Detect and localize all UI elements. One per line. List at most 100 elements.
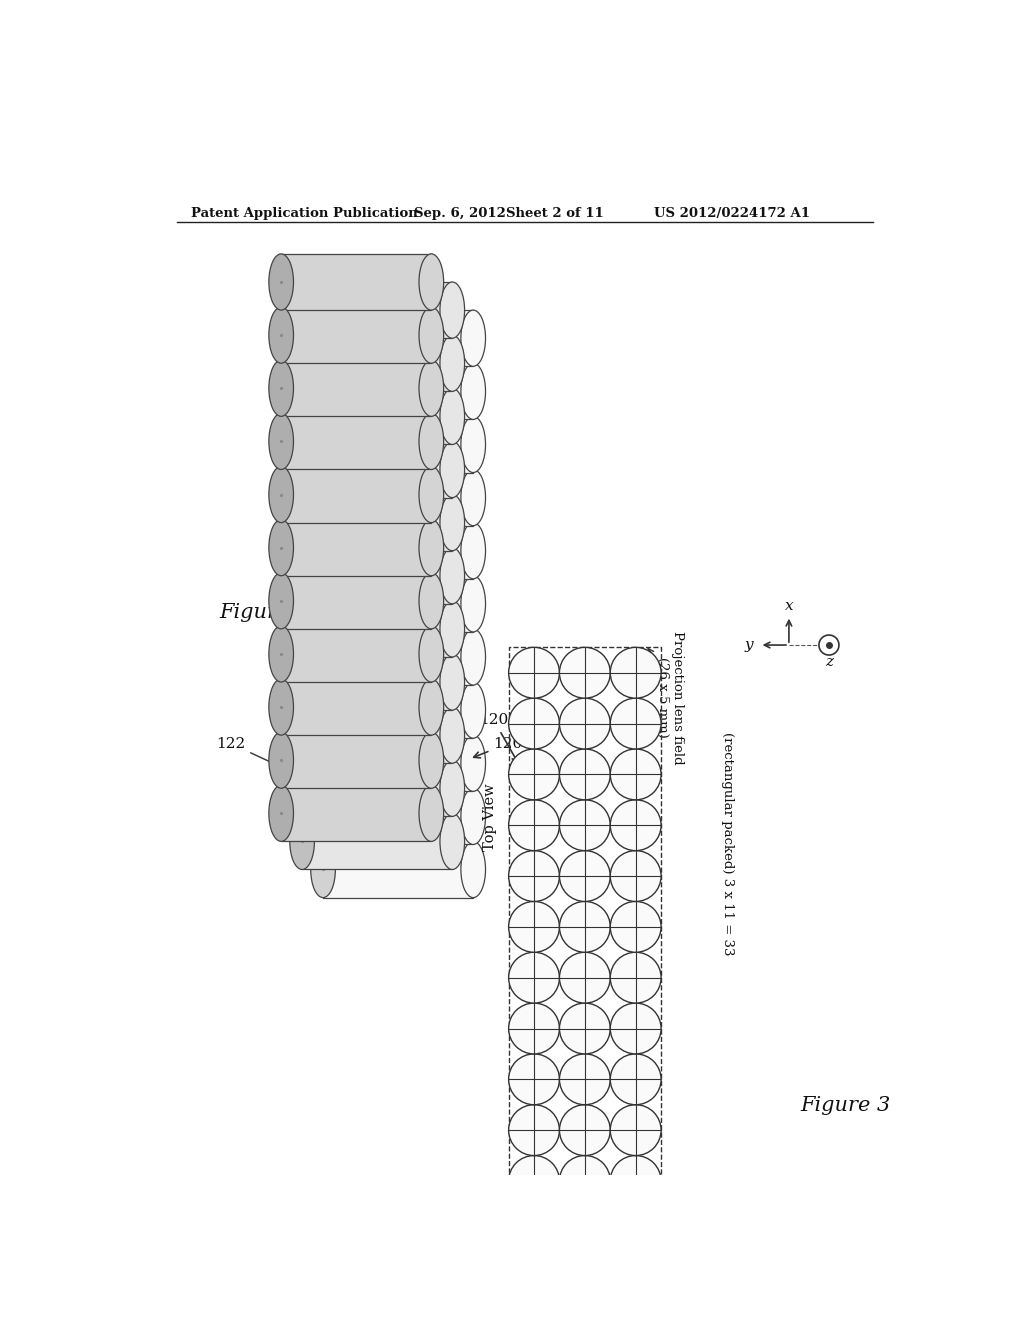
Circle shape <box>610 850 662 902</box>
Bar <box>302 441 453 498</box>
Ellipse shape <box>419 733 443 788</box>
Text: 120: 120 <box>479 714 518 763</box>
Ellipse shape <box>310 628 336 685</box>
Ellipse shape <box>269 308 294 363</box>
Circle shape <box>509 1155 559 1206</box>
Bar <box>282 253 431 310</box>
Bar <box>282 785 431 841</box>
Ellipse shape <box>419 466 443 523</box>
Ellipse shape <box>290 388 314 445</box>
Ellipse shape <box>419 308 443 363</box>
Text: 120: 120 <box>295 413 366 457</box>
Ellipse shape <box>461 735 485 792</box>
Ellipse shape <box>310 523 336 579</box>
Ellipse shape <box>290 760 314 816</box>
Ellipse shape <box>461 576 485 632</box>
Bar <box>282 626 431 682</box>
Circle shape <box>559 1053 610 1105</box>
Ellipse shape <box>440 441 465 498</box>
Bar <box>302 388 453 445</box>
Ellipse shape <box>419 785 443 841</box>
Ellipse shape <box>440 495 465 550</box>
Bar <box>302 548 453 603</box>
Ellipse shape <box>440 601 465 657</box>
Ellipse shape <box>269 520 294 576</box>
Bar <box>323 310 473 367</box>
Bar <box>323 363 473 420</box>
Ellipse shape <box>269 466 294 523</box>
Ellipse shape <box>310 416 336 473</box>
Circle shape <box>559 647 610 698</box>
Circle shape <box>509 748 559 800</box>
Text: Patent Application Publication: Patent Application Publication <box>190 207 418 220</box>
Ellipse shape <box>440 335 465 391</box>
Bar <box>282 413 431 470</box>
Circle shape <box>559 1003 610 1053</box>
Bar <box>302 282 453 338</box>
Circle shape <box>509 800 559 850</box>
Ellipse shape <box>440 760 465 816</box>
Circle shape <box>610 1053 662 1105</box>
Ellipse shape <box>290 335 314 391</box>
Bar <box>323 416 473 473</box>
Bar <box>323 523 473 579</box>
Circle shape <box>610 1003 662 1053</box>
Circle shape <box>559 952 610 1003</box>
Ellipse shape <box>440 813 465 870</box>
Bar <box>282 520 431 576</box>
Circle shape <box>509 902 559 952</box>
Ellipse shape <box>310 788 336 845</box>
Bar <box>282 573 431 628</box>
Text: Sheet 2 of 11: Sheet 2 of 11 <box>506 207 604 220</box>
Circle shape <box>509 698 559 748</box>
Ellipse shape <box>269 360 294 416</box>
Text: 120: 120 <box>474 737 522 758</box>
Text: Figure 3: Figure 3 <box>801 1096 891 1115</box>
Circle shape <box>559 1155 610 1206</box>
Circle shape <box>559 1105 610 1155</box>
Circle shape <box>610 1105 662 1155</box>
Bar <box>302 708 453 763</box>
Circle shape <box>610 698 662 748</box>
Text: US 2012/0224172 A1: US 2012/0224172 A1 <box>654 207 810 220</box>
Bar <box>302 601 453 657</box>
Text: x: x <box>784 599 794 612</box>
Circle shape <box>509 647 559 698</box>
Ellipse shape <box>269 253 294 310</box>
Circle shape <box>509 850 559 902</box>
Ellipse shape <box>461 788 485 845</box>
Ellipse shape <box>310 576 336 632</box>
Circle shape <box>819 635 839 655</box>
Ellipse shape <box>290 282 314 338</box>
Text: Top View: Top View <box>483 783 497 850</box>
Bar <box>282 466 431 523</box>
Bar <box>323 788 473 845</box>
Circle shape <box>610 1155 662 1206</box>
Ellipse shape <box>290 813 314 870</box>
Circle shape <box>509 1003 559 1053</box>
Bar <box>323 682 473 738</box>
Ellipse shape <box>310 470 336 525</box>
Ellipse shape <box>290 441 314 498</box>
Ellipse shape <box>310 682 336 738</box>
Ellipse shape <box>419 253 443 310</box>
Circle shape <box>610 800 662 850</box>
Ellipse shape <box>440 388 465 445</box>
Ellipse shape <box>419 626 443 682</box>
Circle shape <box>610 952 662 1003</box>
Ellipse shape <box>461 310 485 367</box>
Ellipse shape <box>269 733 294 788</box>
Ellipse shape <box>419 360 443 416</box>
Ellipse shape <box>269 413 294 470</box>
Text: Figure 2: Figure 2 <box>219 603 309 622</box>
Circle shape <box>610 748 662 800</box>
Bar <box>323 470 473 525</box>
Ellipse shape <box>269 678 294 735</box>
Bar <box>302 653 453 710</box>
Ellipse shape <box>461 523 485 579</box>
Ellipse shape <box>419 678 443 735</box>
Bar <box>323 628 473 685</box>
Ellipse shape <box>461 416 485 473</box>
Circle shape <box>559 748 610 800</box>
Ellipse shape <box>440 653 465 710</box>
